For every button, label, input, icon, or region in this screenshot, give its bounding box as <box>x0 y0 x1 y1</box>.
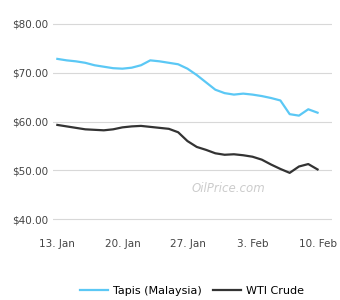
WTI Crude <box>195 145 199 149</box>
Tapis (Malaysia) <box>232 93 236 96</box>
WTI Crude <box>148 125 152 129</box>
Tapis (Malaysia) <box>65 58 69 62</box>
Tapis (Malaysia) <box>120 67 124 70</box>
WTI Crude <box>316 168 320 171</box>
Tapis (Malaysia) <box>241 92 245 95</box>
WTI Crude <box>130 124 134 128</box>
WTI Crude <box>176 130 180 134</box>
Tapis (Malaysia) <box>260 94 264 98</box>
WTI Crude <box>251 155 255 158</box>
Tapis (Malaysia) <box>176 62 180 66</box>
WTI Crude <box>55 123 59 127</box>
Tapis (Malaysia) <box>204 81 208 84</box>
Tapis (Malaysia) <box>111 66 115 70</box>
Tapis (Malaysia) <box>83 61 87 64</box>
Tapis (Malaysia) <box>223 91 227 95</box>
Tapis (Malaysia) <box>269 96 273 100</box>
Tapis (Malaysia) <box>251 93 255 96</box>
WTI Crude <box>204 148 208 152</box>
Legend: Tapis (Malaysia), WTI Crude: Tapis (Malaysia), WTI Crude <box>75 281 309 300</box>
WTI Crude <box>74 126 78 130</box>
Tapis (Malaysia) <box>55 57 59 61</box>
WTI Crude <box>139 124 143 128</box>
WTI Crude <box>102 128 106 132</box>
WTI Crude <box>213 152 217 155</box>
Tapis (Malaysia) <box>195 73 199 77</box>
Tapis (Malaysia) <box>297 114 301 117</box>
Tapis (Malaysia) <box>102 65 106 68</box>
WTI Crude <box>65 124 69 128</box>
WTI Crude <box>120 126 124 129</box>
Tapis (Malaysia) <box>139 64 143 67</box>
WTI Crude <box>306 162 310 166</box>
WTI Crude <box>278 167 283 171</box>
WTI Crude <box>157 126 162 130</box>
Line: WTI Crude: WTI Crude <box>57 125 318 173</box>
Line: Tapis (Malaysia): Tapis (Malaysia) <box>57 59 318 116</box>
WTI Crude <box>241 153 245 157</box>
Tapis (Malaysia) <box>157 59 162 63</box>
WTI Crude <box>185 139 189 143</box>
Tapis (Malaysia) <box>213 88 217 92</box>
Tapis (Malaysia) <box>92 64 97 67</box>
WTI Crude <box>269 163 273 166</box>
WTI Crude <box>167 127 171 130</box>
Tapis (Malaysia) <box>74 59 78 63</box>
WTI Crude <box>232 152 236 156</box>
Text: OilPrice.com: OilPrice.com <box>191 182 265 196</box>
WTI Crude <box>297 165 301 168</box>
Tapis (Malaysia) <box>167 61 171 64</box>
WTI Crude <box>92 128 97 132</box>
Tapis (Malaysia) <box>288 112 292 116</box>
WTI Crude <box>83 128 87 131</box>
Tapis (Malaysia) <box>278 99 283 102</box>
Tapis (Malaysia) <box>185 67 189 70</box>
Tapis (Malaysia) <box>148 58 152 62</box>
Tapis (Malaysia) <box>130 66 134 70</box>
WTI Crude <box>288 171 292 175</box>
WTI Crude <box>223 153 227 157</box>
WTI Crude <box>260 158 264 161</box>
Tapis (Malaysia) <box>306 107 310 111</box>
WTI Crude <box>111 128 115 131</box>
Tapis (Malaysia) <box>316 111 320 115</box>
